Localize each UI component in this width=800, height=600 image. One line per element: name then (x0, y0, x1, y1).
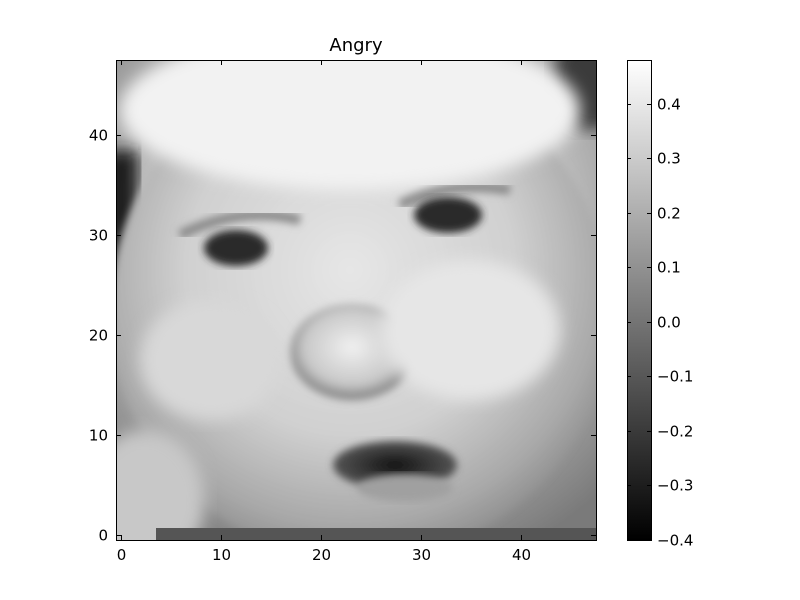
y-tick-label: 0 (98, 527, 108, 545)
x-tick-label: 30 (412, 546, 431, 564)
heatmap-image (116, 60, 596, 540)
x-axis: 0 10 20 30 40 (117, 60, 531, 564)
colorbar-tick-label: −0.2 (657, 423, 693, 441)
x-tick-label: 10 (212, 546, 231, 564)
colorbar-tick-label: −0.1 (657, 368, 693, 386)
colorbar-tick-label: −0.3 (657, 477, 693, 495)
y-tick-label: 30 (89, 227, 108, 245)
y-tick-label: 20 (89, 327, 108, 345)
y-tick-label: 10 (89, 427, 108, 445)
colorbar-tick-label: 0.0 (657, 314, 681, 332)
x-tick-label: 0 (117, 546, 127, 564)
axes-frame (116, 60, 597, 541)
x-tick-label: 20 (312, 546, 331, 564)
x-tick-label: 40 (512, 546, 531, 564)
colorbar-tick-label: 0.1 (657, 259, 681, 277)
colorbar-tick-label: 0.4 (657, 96, 681, 114)
colorbar-tick-label: 0.2 (657, 205, 681, 223)
colorbar-axis: 0.4 0.3 0.2 0.1 0.0 −0.1 −0.2 −0.3 −0.4 (627, 96, 693, 550)
chart-title: Angry (329, 35, 383, 56)
colorbar (627, 60, 652, 541)
colorbar-tick-label: −0.4 (657, 532, 693, 550)
colorbar-tick-label: 0.3 (657, 150, 681, 168)
y-axis: 0 10 20 30 40 (89, 127, 596, 545)
y-tick-label: 40 (89, 127, 108, 145)
